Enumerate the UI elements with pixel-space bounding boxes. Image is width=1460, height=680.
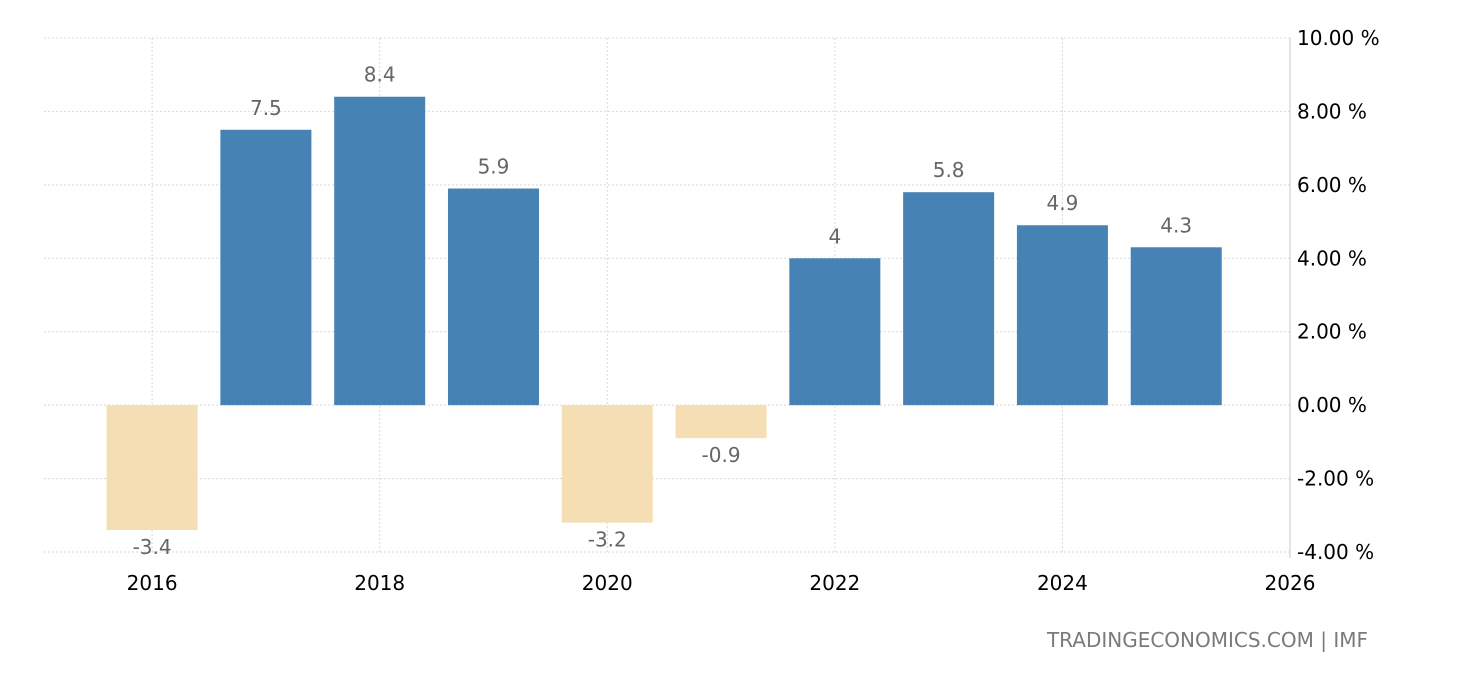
y-tick-label: 0.00 %: [1297, 393, 1367, 417]
bar: [1016, 225, 1108, 406]
y-tick-label: 4.00 %: [1297, 246, 1367, 270]
bar: [561, 405, 653, 523]
y-tick-label: 2.00 %: [1297, 320, 1367, 344]
data-label: 5.9: [478, 155, 510, 179]
x-tick-label: 2018: [354, 571, 405, 595]
x-tick-label: 2020: [582, 571, 633, 595]
x-tick-label: 2022: [809, 571, 860, 595]
source-label: TRADINGECONOMICS.COM | IMF: [1046, 628, 1368, 652]
data-label: 8.4: [364, 63, 396, 87]
data-label: -3.4: [133, 535, 172, 559]
y-tick-label: 10.00 %: [1297, 26, 1380, 50]
bar: [903, 192, 995, 406]
bar: [220, 129, 312, 406]
y-tick-label: 6.00 %: [1297, 173, 1367, 197]
x-tick-label: 2016: [127, 571, 178, 595]
bar: [447, 188, 539, 406]
bar: [1130, 247, 1222, 406]
bar: [789, 258, 881, 406]
data-label: 4.3: [1160, 213, 1192, 237]
x-tick-label: 2024: [1037, 571, 1088, 595]
bar: [675, 405, 767, 439]
data-label: 5.8: [933, 158, 965, 182]
y-tick-label: -2.00 %: [1297, 467, 1374, 491]
data-label: -3.2: [588, 528, 627, 552]
data-label: 4: [828, 224, 841, 248]
bar: [334, 96, 426, 406]
data-label: 7.5: [250, 96, 282, 120]
x-tick-label: 2026: [1265, 571, 1316, 595]
data-label: 4.9: [1047, 191, 1079, 215]
y-tick-label: -4.00 %: [1297, 540, 1374, 564]
data-label: -0.9: [702, 443, 741, 467]
bar: [106, 405, 198, 530]
y-tick-label: 8.00 %: [1297, 99, 1367, 123]
